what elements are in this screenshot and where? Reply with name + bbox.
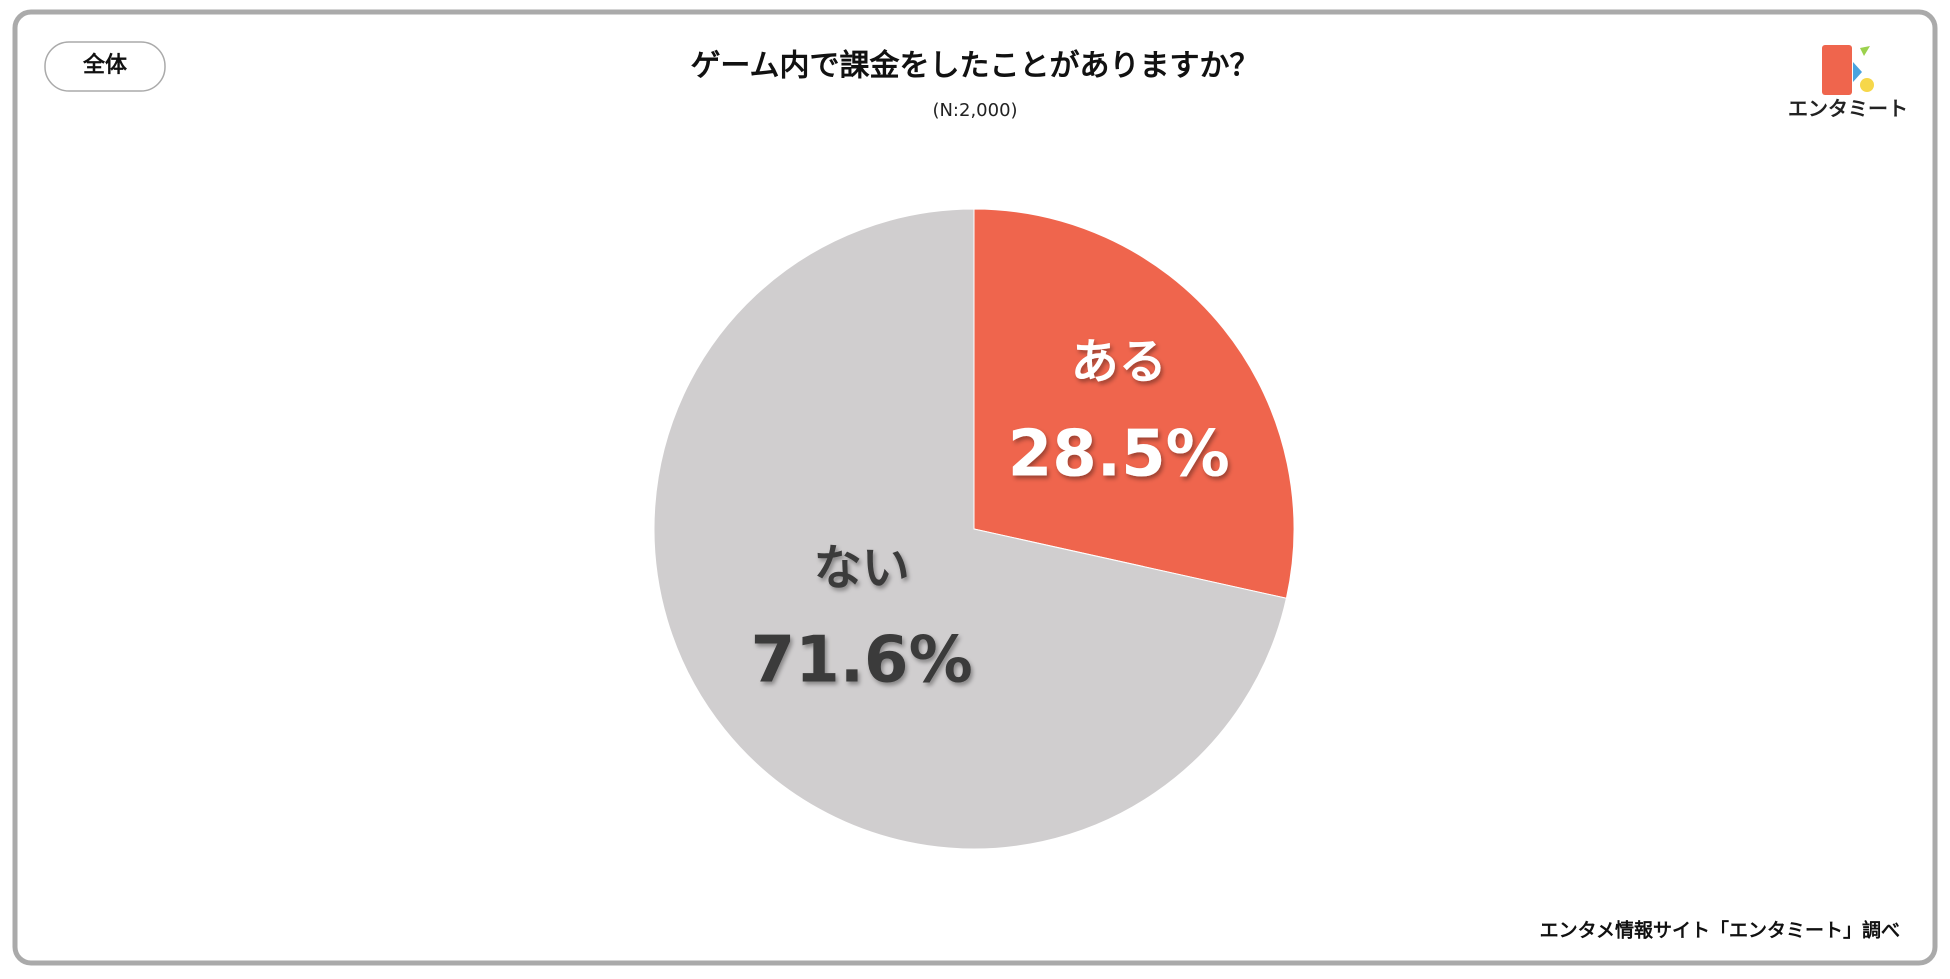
logo-shape (1822, 45, 1852, 95)
pie-slice (653, 208, 1288, 850)
chart-title: ゲーム内で課金をしたことがありますか？ (690, 49, 1259, 84)
logo-shape (1853, 62, 1862, 82)
source-note: エンタメ情報サイト「エンタミート」調べ (1540, 919, 1900, 942)
badge: 全体 (82, 52, 128, 78)
logo-shape (1860, 78, 1874, 92)
pie-slice (973, 208, 1295, 599)
slice-category: ある (1071, 334, 1167, 390)
chart-subtitle: (N:2,000) (932, 100, 1017, 121)
slice-value-label: 71.6% (751, 624, 973, 698)
slice-value-label: 28.5% (1008, 417, 1230, 491)
logo: エンタミート (1788, 45, 1908, 121)
badge-frame (44, 41, 166, 92)
slice-category: ない (814, 540, 910, 596)
logo-shape (1860, 46, 1870, 56)
logo-text: エンタミート (1788, 97, 1908, 121)
